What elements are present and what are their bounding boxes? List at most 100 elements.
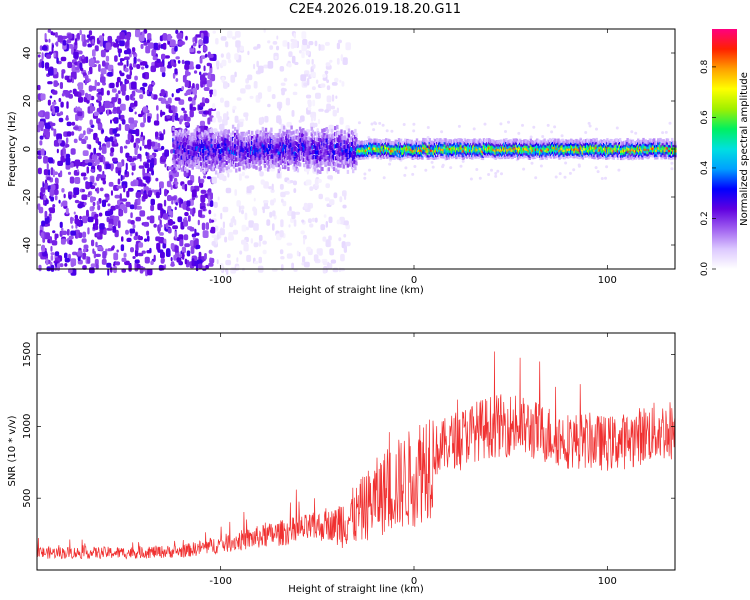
spectrogram-cell xyxy=(324,135,327,140)
spectrogram-cell xyxy=(180,167,184,172)
spectrogram-cell xyxy=(135,216,141,222)
spectrogram-cell xyxy=(182,74,187,83)
spectrogram-cell xyxy=(310,132,313,137)
spectrogram-cell xyxy=(155,131,159,138)
spectrogram-cell xyxy=(257,153,260,158)
spectrogram-cell xyxy=(132,157,137,161)
spectrogram-cell xyxy=(279,249,284,255)
spectrogram-cell xyxy=(96,200,100,206)
spectrogram-cell xyxy=(83,202,87,206)
spectrogram-cell xyxy=(281,142,285,147)
spectrogram-cell xyxy=(319,163,322,168)
spectrogram-cell xyxy=(77,111,83,117)
spectrogram-cell xyxy=(130,102,135,108)
spectrogram-cell xyxy=(224,100,230,108)
spectrogram-cell xyxy=(212,30,216,34)
spectrogram-cell xyxy=(355,133,358,138)
spectrogram-cell xyxy=(195,140,199,144)
spectrogram-cell xyxy=(282,125,286,130)
spectrogram-cell xyxy=(357,121,361,125)
spectrogram-cell xyxy=(303,202,308,209)
spectrogram-cell xyxy=(52,230,56,234)
spectrogram-cell xyxy=(319,157,322,162)
spectrogram-cell xyxy=(634,131,638,135)
spectrogram-cell xyxy=(61,35,68,40)
spectrogram-cell xyxy=(125,79,130,84)
spectrogram-cell xyxy=(270,127,273,132)
spectrogram-cell xyxy=(382,176,386,180)
spectrogram-cell xyxy=(112,128,117,134)
spectrogram-cell xyxy=(668,121,672,125)
spectrogram-cell xyxy=(286,129,289,134)
spectrogram-cell xyxy=(337,163,340,168)
spectrogram-cell xyxy=(74,66,80,70)
spectrogram-cell xyxy=(92,248,95,254)
spectrogram-cell xyxy=(309,223,314,228)
spectrogram-cell xyxy=(42,182,45,188)
spectrogram-cell xyxy=(184,154,187,159)
spectrogram-cell xyxy=(214,170,218,175)
spectrogram-cell xyxy=(137,58,141,62)
spectrogram-cell xyxy=(283,77,288,82)
spectrogram-cell xyxy=(69,176,75,184)
spectrogram-cell xyxy=(255,165,258,170)
spectrogram-cell xyxy=(172,126,175,131)
spectrogram-cell xyxy=(278,128,282,133)
spectrogram-cell xyxy=(113,42,118,48)
spectrogram-cell xyxy=(179,201,182,208)
spectrogram-cell xyxy=(340,133,343,138)
spectrogram-cell xyxy=(237,149,240,154)
spectrogram-cell xyxy=(207,117,211,125)
spectrogram-cell xyxy=(320,224,326,231)
spectrogram-cell xyxy=(96,88,102,92)
spectrogram-cell xyxy=(53,189,59,195)
spectrogram-cell xyxy=(227,172,230,178)
spectrogram-cell xyxy=(326,79,329,84)
spectrogram-cell xyxy=(126,190,130,198)
spectrogram-cell xyxy=(53,80,58,87)
spectrogram-cell xyxy=(237,133,240,138)
spectrogram-cell xyxy=(203,169,206,174)
spectrogram-cell xyxy=(247,130,251,135)
spectrogram-cell xyxy=(264,206,270,210)
spectrogram-cell xyxy=(334,126,337,130)
spectrogram-cell xyxy=(139,146,142,151)
spectrogram-cell xyxy=(368,168,371,172)
spectrogram-cell xyxy=(265,152,269,157)
spectrogram-cell xyxy=(185,35,188,41)
spectrogram-cell xyxy=(98,35,104,41)
spectrogram-cell xyxy=(174,231,178,239)
spectrogram-cell xyxy=(70,230,76,236)
spectrogram-cell xyxy=(143,29,148,34)
spectrogram-cell xyxy=(106,262,112,268)
spectrogram-cell xyxy=(144,64,149,69)
spectrogram-cell xyxy=(88,192,91,195)
spectrogram-cell xyxy=(288,224,291,228)
spectrogram-cell xyxy=(60,170,63,178)
spectrogram-cell xyxy=(105,210,111,217)
spectrogram-cell xyxy=(206,155,209,160)
spectrogram-cell xyxy=(236,97,242,101)
spectrogram-cell xyxy=(113,106,117,112)
spectrogram-cell xyxy=(288,51,293,58)
spectrogram-cell xyxy=(224,129,227,133)
spectrogram-cell xyxy=(190,208,193,215)
spectrogram-cell xyxy=(340,129,343,134)
spectrogram-cell xyxy=(213,148,217,153)
spectrogram-cell xyxy=(327,175,333,180)
spectrogram-cell xyxy=(235,168,238,173)
spectrogram-cell xyxy=(193,70,198,74)
spectrogram-cell xyxy=(281,159,285,164)
spectrogram-cell xyxy=(158,264,163,271)
spectrogram-cell xyxy=(259,160,262,165)
spectrogram-cell xyxy=(311,116,314,122)
spectrogram-cell xyxy=(217,157,220,162)
spectrogram-cell xyxy=(95,60,100,64)
spectrogram-cell xyxy=(351,142,354,146)
spectrogram-cell xyxy=(90,124,95,128)
spectrogram-cell xyxy=(214,145,218,150)
spectrogram-cell xyxy=(271,94,276,100)
spectrogram-cell xyxy=(159,224,163,228)
spectrogram-cell xyxy=(145,176,151,183)
spectrogram-cell xyxy=(325,62,331,67)
